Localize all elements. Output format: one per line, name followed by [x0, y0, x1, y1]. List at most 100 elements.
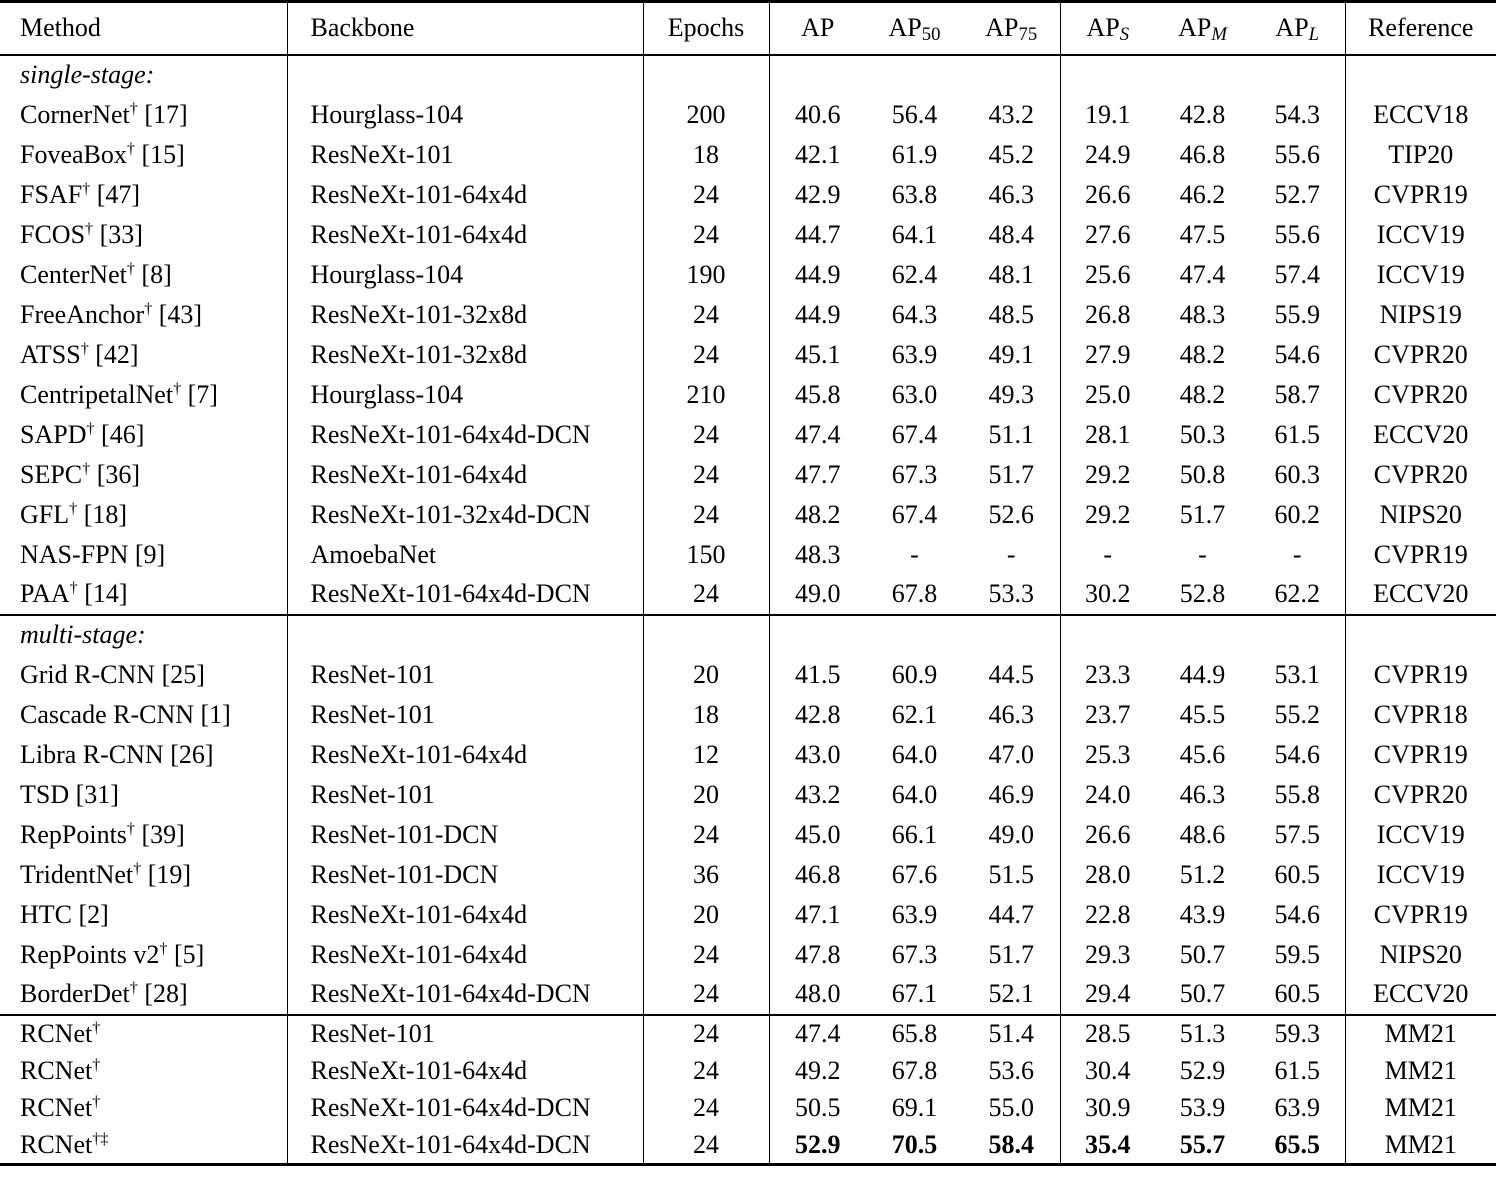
table-row: FoveaBox† [15] ResNeXt-101 18 42.1 61.9 45.2 2… — [0, 134, 1496, 175]
dagger-marker: † — [92, 1056, 101, 1074]
dagger-marker: † — [173, 379, 182, 397]
metric-cell: 47.1 — [795, 899, 841, 929]
table-row: ATSS† [42] ResNeXt-101-32x8d 24 45.1 63.9 49.… — [0, 334, 1496, 375]
metric-cell: 61.5 — [1250, 414, 1346, 455]
method-cell: RepPoints v2† [5] — [0, 934, 288, 975]
empty-cell — [1060, 613, 1155, 655]
table-row: CenterNet† [8] Hourglass-104 190 44.9 62.4 48… — [0, 254, 1496, 295]
backbone-cell: ResNet-101-DCN — [287, 854, 644, 895]
table-body: single-stage: CornerNet† [17] Hourglass-10… — [0, 54, 1496, 1165]
method-name: BorderDet — [20, 979, 130, 1008]
method-name: CentripetalNet — [20, 379, 174, 409]
metric-cell: 43.9 — [1179, 899, 1226, 929]
section-label: multi-stage: — [20, 620, 146, 649]
epochs-cell: 24 — [643, 174, 770, 215]
metric-cell: 56.4 — [891, 99, 938, 129]
table-row: RepPoints v2† [5] ResNeXt-101-64x4d 24 47.8… — [0, 934, 1496, 975]
metric-cell: 26.8 — [1085, 299, 1131, 329]
metric-cell: 50.3 — [1179, 419, 1226, 449]
table-row: CentripetalNet† [7] Hourglass-104 210 45.8 6… — [0, 374, 1496, 415]
method-cell: RCNet†‡ — [0, 1127, 288, 1165]
metric-cell: 48.2 — [1179, 339, 1226, 369]
metric-cell: 60.2 — [1250, 494, 1346, 535]
table-row: Grid R-CNN [25] ResNet-101 20 41.5 60.9 44.5 2… — [0, 654, 1496, 695]
method-cell: ATSS† [42] — [0, 334, 288, 375]
epochs-cell: 24 — [643, 1013, 770, 1052]
metric-cell: 29.2 — [1085, 499, 1131, 529]
method-name: CornerNet — [20, 99, 130, 129]
metric-cell: 42.9 — [795, 179, 841, 209]
reference-cell: CVPR20 — [1373, 339, 1468, 369]
epochs-cell: 24 — [643, 1127, 770, 1165]
metric-cell: 51.2 — [1179, 859, 1226, 889]
method-name: FSAF — [20, 179, 83, 209]
metric-cell: 44.9 — [795, 299, 841, 329]
metric-cell: 45.2 — [963, 134, 1061, 175]
method-cell: BorderDet† [28] — [0, 974, 288, 1015]
epochs-cell: 18 — [643, 134, 770, 175]
table-row: HTC [2] ResNeXt-101-64x4d 20 47.1 63.9 44.7 22… — [0, 894, 1496, 935]
method-name: HTC — [20, 899, 72, 929]
reference-cell: CVPR18 — [1373, 699, 1468, 729]
epochs-cell: 24 — [643, 334, 770, 375]
col-header-method: Method — [0, 1, 288, 56]
metric-cell: 64.0 — [891, 739, 938, 769]
dagger-marker: † — [82, 459, 91, 477]
metric-cell: 47.4 — [769, 1013, 866, 1052]
metric-cell: 55.7 — [1179, 1130, 1226, 1159]
metric-cell: 63.0 — [891, 379, 938, 409]
metric-cell: - — [1198, 539, 1207, 569]
metric-cell: 67.4 — [891, 499, 938, 529]
backbone-cell: ResNeXt-101-32x4d-DCN — [287, 494, 644, 535]
reference-cell: MM21 — [1345, 1013, 1496, 1052]
table-row: CornerNet† [17] Hourglass-104 200 40.6 56.4 4… — [0, 94, 1496, 135]
metric-cell: 46.2 — [1179, 179, 1226, 209]
metric-cell: 55.2 — [1250, 694, 1346, 735]
metric-cell: 48.3 — [1179, 299, 1226, 329]
backbone-cell: ResNeXt-101-64x4d-DCN — [287, 414, 644, 455]
method-name: TSD — [20, 779, 70, 809]
metric-cell: 50.7 — [1179, 939, 1226, 969]
reference-cell: ECCV20 — [1373, 419, 1469, 449]
metric-cell: 55.6 — [1250, 214, 1346, 255]
metric-cell: 67.8 — [891, 579, 938, 608]
metric-cell: 47.5 — [1179, 219, 1226, 249]
metric-cell: 30.4 — [1085, 1055, 1131, 1085]
backbone-cell: ResNeXt-101-64x4d — [287, 214, 644, 255]
method-name: Libra R-CNN — [20, 739, 164, 769]
table-row: FCOS† [33] ResNeXt-101-64x4d 24 44.7 64.1 48.… — [0, 214, 1496, 255]
section-label-row: single-stage: — [0, 54, 1496, 95]
reference-cell: ICCV19 — [1376, 219, 1465, 249]
metric-cell: 51.3 — [1155, 1013, 1250, 1052]
method-name: RCNet — [20, 1018, 93, 1048]
metric-cell: 67.1 — [891, 979, 938, 1008]
metric-cell: 45.1 — [795, 339, 841, 369]
table-row: GFL† [18] ResNeXt-101-32x4d-DCN 24 48.2 67.4… — [0, 494, 1496, 535]
metric-cell: 26.6 — [1085, 179, 1131, 209]
metric-cell: - — [910, 539, 919, 569]
metric-cell: 51.4 — [963, 1013, 1061, 1052]
epochs-cell: 24 — [643, 934, 770, 975]
section-label-cell: single-stage: — [0, 54, 288, 95]
metric-cell: 52.9 — [795, 1130, 841, 1159]
metric-cell: 64.3 — [891, 299, 938, 329]
metric-cell: - — [963, 534, 1061, 575]
dagger-marker: † — [144, 299, 153, 317]
metric-cell: 50.7 — [1179, 979, 1226, 1008]
metric-cell: 66.1 — [891, 819, 938, 849]
empty-cell — [287, 613, 644, 655]
section-label: single-stage: — [20, 60, 155, 89]
metric-cell: 65.5 — [1250, 1127, 1346, 1165]
metric-cell: 48.4 — [963, 214, 1061, 255]
dagger-marker: † — [86, 419, 95, 437]
metric-cell: 51.7 — [963, 934, 1061, 975]
metric-cell: 25.3 — [1085, 739, 1131, 769]
epochs-cell: 24 — [643, 494, 770, 535]
table-row: TSD [31] ResNet-101 20 43.2 64.0 46.9 24.0 46.3… — [0, 774, 1496, 815]
metric-cell: 61.9 — [891, 139, 938, 169]
metric-cell: 54.6 — [1250, 734, 1346, 775]
metric-cell: 52.8 — [1179, 579, 1226, 608]
method-cell: NAS-FPN [9] — [0, 534, 288, 575]
